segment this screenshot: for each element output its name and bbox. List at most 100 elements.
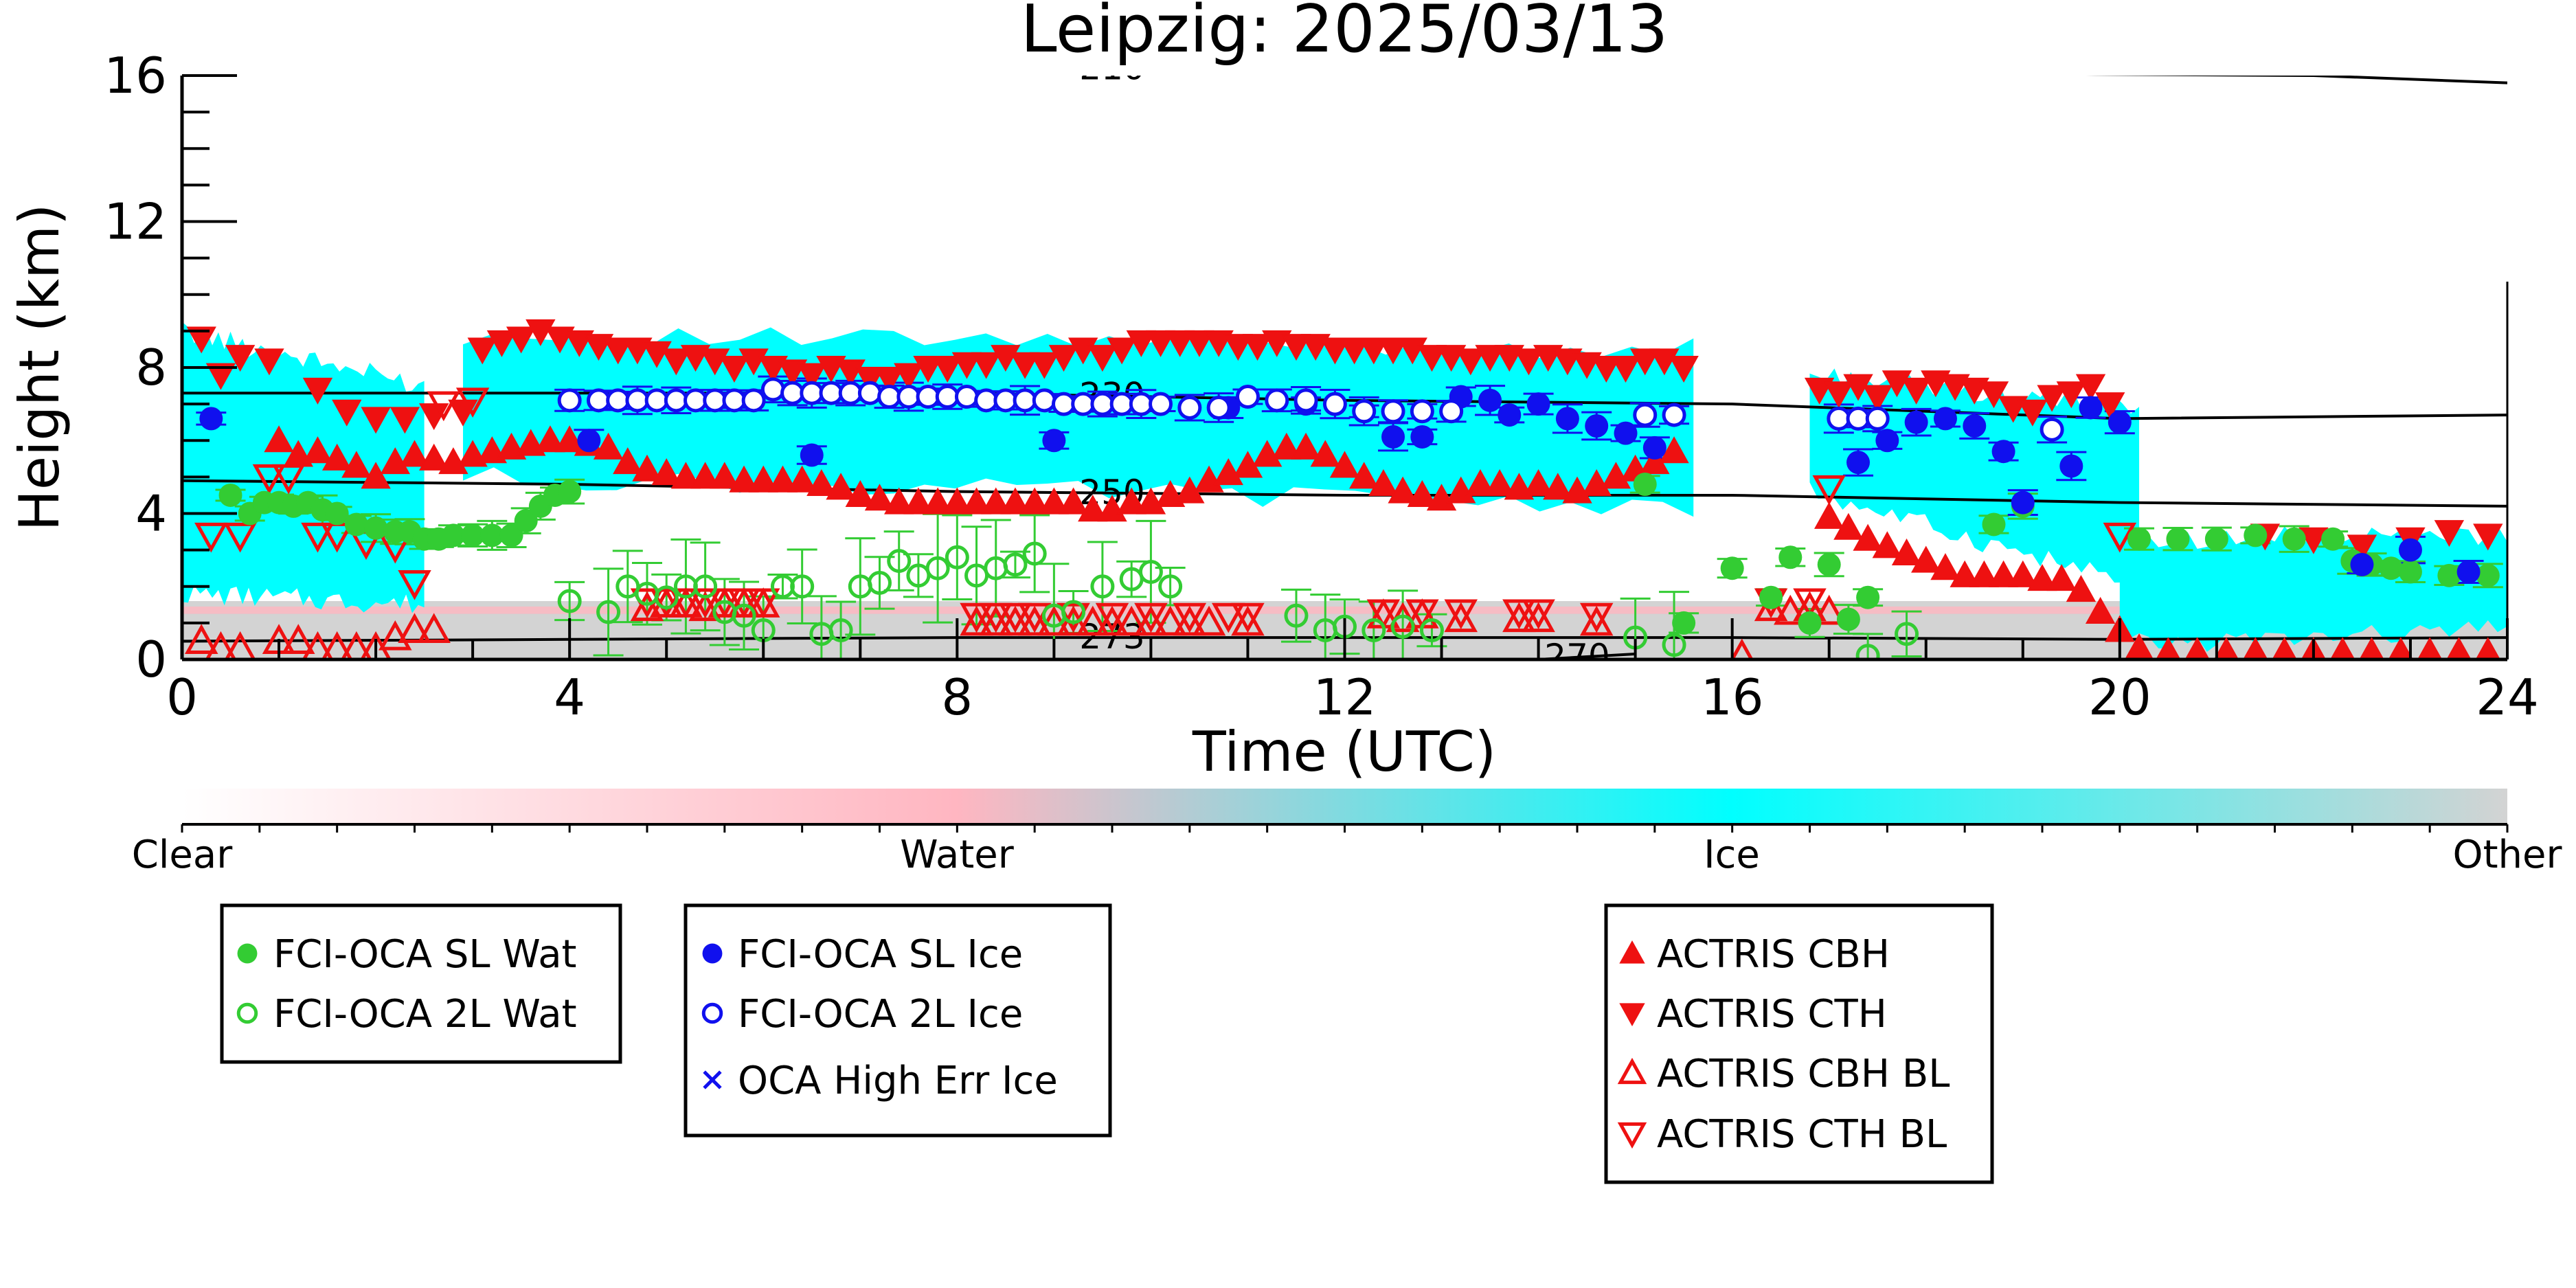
fci-oca-sl-wat-point xyxy=(461,523,485,547)
actris-cbh-point xyxy=(1930,553,1961,580)
fci-oca-2l-ice-point xyxy=(586,388,611,413)
fci-oca-2l-ice-point xyxy=(1235,385,1260,409)
fci-oca-2l-ice-point xyxy=(644,388,669,413)
actris-cbh-bl-point xyxy=(1017,605,1052,636)
fci-oca-2l-ice-point xyxy=(1633,403,1658,427)
actris-cbh-bl-point xyxy=(979,605,1013,636)
actris-cbh-point xyxy=(826,473,856,500)
actris-cbh-point xyxy=(1969,560,2000,587)
actris-cth-point xyxy=(186,326,216,354)
y-tick-label: 4 xyxy=(135,485,167,543)
actris-cbh-point xyxy=(1329,451,1360,478)
colorbar-label-other: Other xyxy=(2452,833,2562,877)
actris-cbh-bl-point xyxy=(184,624,218,654)
legend-box-actris xyxy=(1604,903,1994,1184)
actris-cth-bl-point xyxy=(194,522,228,553)
actris-cth-point xyxy=(1029,352,1059,379)
actris-cbh-point xyxy=(399,440,430,467)
fci-oca-2l-ice-point xyxy=(819,381,844,405)
actris-cth-point xyxy=(932,356,962,383)
fci-oca-sl-ice-point xyxy=(1478,388,1502,412)
actris-cth-point xyxy=(951,352,982,379)
legend-label-sl-wat: FCI-OCA SL Wat xyxy=(273,932,577,977)
fci-oca-2l-ice-point xyxy=(683,388,708,413)
fci-oca-sl-ice-point xyxy=(1933,407,1957,431)
actris-cbh-point xyxy=(1891,538,1922,565)
actris-cth-point xyxy=(797,363,827,390)
actris-cth-point xyxy=(2473,523,2503,551)
fci-oca-2l-wat-point xyxy=(732,603,756,628)
actris-cbh-point xyxy=(2066,575,2097,602)
actris-cth-point xyxy=(225,345,256,372)
actris-cth-bl-point xyxy=(1057,602,1090,633)
legend-marker-actris-cbh xyxy=(1619,940,1645,964)
fci-oca-sl-ice-point xyxy=(1410,425,1434,449)
legend-marker-fci-oca-sl-ice xyxy=(702,943,723,964)
actris-cth-point xyxy=(1862,385,1893,412)
actris-cbh-point xyxy=(2446,637,2472,659)
fci-oca-2l-ice-point xyxy=(1032,388,1057,413)
fci-oca-2l-ice-point xyxy=(1206,395,1231,420)
fci-oca-sl-ice-point xyxy=(2398,538,2422,562)
legend-marker-fci-oca-2l-ice xyxy=(701,1002,723,1024)
y-tick-label: 0 xyxy=(135,631,167,688)
fci-oca-2l-ice-point xyxy=(1322,392,1347,416)
actris-cbh-point xyxy=(1814,501,1844,529)
actris-cth-point xyxy=(1281,334,1311,361)
actris-cth-point xyxy=(2434,520,2465,547)
actris-cth-point xyxy=(1397,337,1427,365)
actris-cbh-bl-point xyxy=(1730,638,1754,659)
actris-cbh-point xyxy=(981,487,1011,515)
fci-oca-sl-wat-point xyxy=(499,523,523,547)
actris-cth-point xyxy=(1649,348,1680,376)
fci-oca-2l-wat-point xyxy=(557,589,582,613)
actris-cbh-point xyxy=(923,487,953,515)
fci-oca-sl-ice-point xyxy=(2079,396,2103,420)
fci-oca-sl-ice-point xyxy=(2350,552,2374,576)
actris-cbh-bl-point xyxy=(1134,605,1168,636)
fci-oca-sl-wat-point xyxy=(2476,563,2500,587)
actris-cbh-bl-point xyxy=(1754,591,1788,622)
fci-oca-sl-wat-point xyxy=(1633,473,1657,496)
actris-cth-point xyxy=(642,341,672,368)
fci-oca-2l-ice-point xyxy=(1177,395,1202,420)
fci-oca-sl-wat-point xyxy=(2244,523,2268,547)
fci-oca-2l-wat-point xyxy=(1022,541,1047,566)
actris-cth-point xyxy=(1048,345,1079,372)
actris-cth-point xyxy=(1359,337,1389,365)
actris-cbh-point xyxy=(1407,479,1438,507)
fci-oca-sl-wat-point xyxy=(1759,585,1783,609)
fci-oca-2l-ice-point xyxy=(1827,406,1851,431)
contour-label: 270 xyxy=(1544,637,1609,677)
fci-oca-2l-ice-point xyxy=(1352,399,1377,424)
actris-cbh-point xyxy=(1349,462,1379,489)
fci-oca-2l-ice-point xyxy=(1662,403,1686,427)
actris-cth-point xyxy=(1669,356,1699,383)
actris-cbh-point xyxy=(2388,637,2414,659)
fci-oca-sl-ice-point xyxy=(577,429,601,453)
actris-cbh-point xyxy=(1116,487,1146,515)
legends: FCI-OCA SL Wat FCI-OCA 2L Wat FCI-OCA SL… xyxy=(220,903,1994,1184)
actris-cth-point xyxy=(1184,330,1214,357)
fci-oca-2l-ice-point xyxy=(2040,417,2064,442)
fci-oca-sl-ice-point xyxy=(199,407,223,431)
fci-oca-sl-wat-point xyxy=(1982,512,2006,536)
fci-oca-sl-wat-point xyxy=(1856,585,1880,609)
actris-cth-bl-point xyxy=(1522,599,1555,630)
contour-label: 273 xyxy=(1079,617,1144,657)
actris-cth-bl-point xyxy=(747,588,780,619)
fci-oca-sl-ice-point xyxy=(2011,490,2035,515)
actris-cth-point xyxy=(1087,345,1118,372)
data-markers xyxy=(184,319,2503,659)
actris-cth-point xyxy=(855,366,885,394)
actris-cbh-point xyxy=(942,487,973,515)
fci-oca-2l-ice-point xyxy=(780,381,805,405)
actris-cth-bl-point xyxy=(649,588,683,619)
actris-cbh-bl-point xyxy=(398,613,431,643)
fci-oca-2l-ice-point xyxy=(1381,399,1405,424)
actris-cth-point xyxy=(1456,348,1486,376)
actris-cbh-point xyxy=(2272,637,2297,659)
fci-oca-sl-ice-point xyxy=(1904,410,1928,434)
actris-cth-bl-point xyxy=(455,387,490,418)
fci-oca-2l-wat-point xyxy=(1362,618,1386,642)
